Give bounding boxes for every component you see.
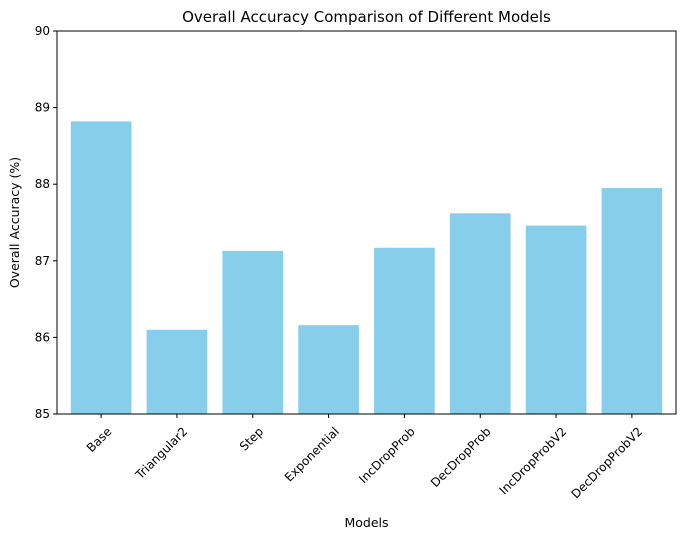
x-tick-label: IncDropProbV2 (497, 424, 570, 497)
y-tick-label: 85 (35, 407, 50, 421)
y-tick-label: 86 (35, 330, 50, 344)
x-tick-label: Triangular2 (132, 424, 190, 482)
bars-group (70, 121, 663, 414)
x-tick-label: IncDropProb (356, 424, 418, 486)
y-axis: 85 86 87 88 89 90 (35, 24, 57, 421)
x-tick-label: Exponential (282, 424, 342, 484)
x-axis-label: Models (344, 515, 388, 530)
y-tick-label: 88 (35, 177, 50, 191)
x-tick-label: DecDropProbV2 (568, 424, 645, 501)
y-tick-label: 87 (35, 254, 50, 268)
bar-incdropprob (374, 247, 435, 414)
x-tick-label: DecDropProb (428, 424, 494, 490)
bar-triangular2 (146, 329, 208, 414)
y-tick-label: 89 (35, 101, 50, 115)
bar-decdropprob (449, 213, 511, 414)
bar-decdropprobv2 (601, 188, 663, 414)
y-tick-label: 90 (35, 24, 50, 38)
x-tick-label: Step (237, 424, 266, 453)
chart-title: Overall Accuracy Comparison of Different… (182, 8, 551, 26)
y-axis-label: Overall Accuracy (%) (7, 157, 22, 288)
plot-frame (56, 30, 677, 415)
x-tick-label: Base (84, 424, 115, 455)
x-axis: Base Triangular2 Step Exponential IncDropPro… (84, 414, 645, 501)
bar-base (70, 121, 132, 414)
bar-incdropprobv2 (525, 225, 587, 414)
bar-exponential (298, 325, 359, 414)
bar-step (222, 250, 284, 414)
